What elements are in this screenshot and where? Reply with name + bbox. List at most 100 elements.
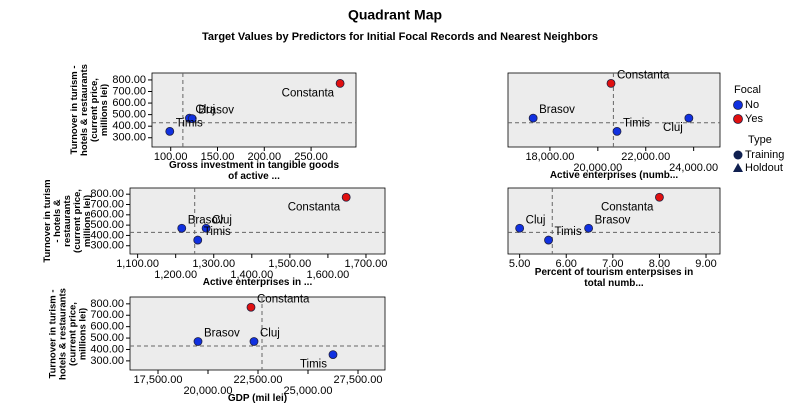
point-label: Constanta	[282, 87, 335, 99]
point	[249, 337, 259, 346]
y-tick-label: 400.00	[112, 120, 146, 132]
point	[328, 350, 338, 360]
point	[165, 126, 175, 136]
plot-area	[129, 296, 386, 371]
point-label: Cluj	[212, 214, 232, 226]
point	[246, 302, 256, 312]
point	[584, 223, 594, 233]
x-tick-label: 24,000.00	[669, 162, 718, 174]
y-tick-label: 600.00	[90, 321, 124, 333]
y-tick-label: 400.00	[90, 343, 124, 355]
chart-title: Quadrant Map	[348, 7, 442, 23]
y-tick-label: 800.00	[90, 298, 124, 310]
x-axis-label: Active enterprises (numb...	[549, 170, 679, 181]
point-label: Timis	[300, 359, 327, 371]
legend-swatch	[733, 163, 743, 172]
chart-subtitle: Target Values by Predictors for Initial …	[202, 31, 598, 43]
x-tick-label: 5.00	[509, 258, 530, 270]
point-label: Timis	[623, 117, 650, 129]
x-tick-label: 6.00	[556, 258, 577, 270]
y-axis-label: Turnover in turism - hotels & restaurant…	[42, 179, 93, 263]
legend-swatch	[733, 100, 743, 110]
point-label: Cluj	[663, 122, 683, 134]
x-tick-label: 1,100.00	[116, 258, 159, 270]
y-tick-label: 400.00	[90, 229, 124, 241]
point-label: Constanta	[601, 201, 654, 213]
point	[177, 223, 187, 233]
point-label: Brasov	[595, 214, 631, 226]
y-tick-label: 700.00	[90, 198, 124, 210]
legend-label: Training	[745, 149, 784, 161]
point	[187, 114, 197, 124]
point-label: Brasov	[198, 105, 234, 117]
y-tick-label: 300.00	[112, 132, 146, 144]
x-tick-label: 27,500.00	[334, 374, 383, 386]
x-tick-label: 9.00	[695, 258, 716, 270]
legend-title: Type	[748, 134, 772, 146]
point-label: Timis	[204, 226, 231, 238]
x-tick-label: 250.00	[294, 151, 328, 163]
point-label: Brasov	[204, 328, 240, 340]
point	[544, 235, 553, 245]
point	[684, 113, 694, 123]
point	[528, 113, 538, 123]
x-tick-label: 20,000.00	[184, 385, 233, 397]
y-tick-label: 300.00	[90, 355, 124, 367]
legend-label: Yes	[745, 113, 763, 125]
point-label: Constanta	[617, 69, 670, 81]
point-label: Timis	[555, 226, 582, 238]
legend-label: Holdout	[745, 162, 783, 174]
point-label: Brasov	[539, 104, 575, 116]
point	[655, 192, 664, 202]
point	[193, 337, 203, 346]
point	[193, 235, 203, 245]
point-label: Timis	[176, 117, 203, 129]
y-tick-label: 500.00	[90, 332, 124, 344]
x-tick-label: 22,500.00	[234, 374, 283, 386]
y-tick-label: 800.00	[90, 188, 124, 200]
x-tick-label: 100.00	[154, 151, 188, 163]
y-tick-label: 300.00	[90, 240, 124, 252]
point-label: Brasov	[188, 214, 224, 226]
legend-swatch	[733, 114, 743, 124]
x-axis-label: GDP (mil lei)	[227, 393, 288, 404]
point-label: Cluj	[260, 328, 280, 340]
y-tick-label: 700.00	[112, 85, 146, 97]
point	[606, 79, 616, 88]
x-tick-label: 7.00	[602, 258, 623, 270]
point-label: Constanta	[288, 201, 341, 213]
x-tick-label: 200.00	[247, 151, 281, 163]
x-tick-label: 1,500.00	[268, 258, 311, 270]
point-label: Constanta	[257, 293, 310, 305]
x-tick-label: 1,200.00	[154, 269, 197, 281]
x-tick-label: 25,000.00	[284, 385, 333, 397]
x-tick-label: 17,500.00	[134, 374, 183, 386]
y-axis-label: Turnover in turism - hotels & restaurant…	[69, 64, 110, 156]
point	[335, 79, 345, 88]
x-tick-label: 1,600.00	[306, 269, 349, 281]
y-tick-label: 700.00	[90, 309, 124, 321]
y-tick-label: 500.00	[90, 219, 124, 231]
x-axis-label: Gross investment in tangible goods of ac…	[168, 160, 340, 182]
point	[201, 223, 211, 233]
x-axis-label: Active enterprises in ...	[202, 277, 313, 288]
legend-title: Focal	[734, 84, 761, 96]
point	[515, 223, 525, 233]
x-tick-label: 150.00	[201, 151, 235, 163]
x-tick-label: 1,400.00	[230, 269, 273, 281]
legend-label: No	[745, 99, 759, 111]
point	[341, 192, 351, 202]
point-label: Cluj	[195, 104, 215, 116]
y-axis-label: Turnover in turism - hotels & restaurant…	[47, 287, 88, 380]
legend-swatch	[733, 150, 743, 160]
point-label: Cluj	[526, 214, 546, 226]
x-tick-label: 8.00	[649, 258, 670, 270]
x-tick-label: 1,300.00	[192, 258, 235, 270]
plot-area	[151, 72, 357, 148]
y-tick-label: 800.00	[112, 74, 146, 86]
point	[612, 126, 622, 136]
y-tick-label: 500.00	[112, 109, 146, 121]
y-tick-label: 600.00	[112, 97, 146, 109]
